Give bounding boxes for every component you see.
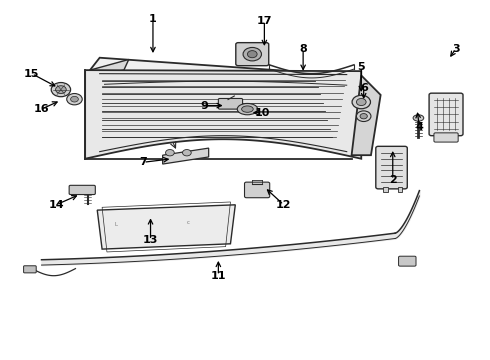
Text: 8: 8 — [299, 44, 307, 54]
Ellipse shape — [71, 96, 78, 102]
FancyBboxPatch shape — [236, 42, 269, 66]
Text: 16: 16 — [34, 104, 49, 114]
Text: 9: 9 — [200, 100, 208, 111]
Ellipse shape — [242, 106, 253, 112]
FancyBboxPatch shape — [376, 146, 407, 189]
FancyBboxPatch shape — [245, 182, 270, 198]
Text: 3: 3 — [452, 44, 460, 54]
Text: 4: 4 — [416, 122, 423, 132]
Polygon shape — [90, 58, 356, 88]
Text: 2: 2 — [389, 175, 396, 185]
Text: 14: 14 — [48, 200, 64, 210]
Ellipse shape — [182, 149, 191, 156]
Text: 13: 13 — [143, 235, 158, 245]
Ellipse shape — [356, 111, 371, 122]
Ellipse shape — [51, 82, 71, 97]
Ellipse shape — [356, 99, 366, 105]
FancyBboxPatch shape — [219, 99, 243, 109]
Text: 11: 11 — [211, 271, 226, 281]
Ellipse shape — [360, 113, 368, 119]
FancyBboxPatch shape — [69, 185, 96, 194]
Ellipse shape — [237, 103, 258, 115]
Text: 15: 15 — [24, 69, 40, 79]
Ellipse shape — [247, 51, 257, 58]
Text: 17: 17 — [257, 15, 272, 26]
Text: 12: 12 — [276, 200, 292, 210]
FancyBboxPatch shape — [429, 93, 463, 136]
Bar — [383, 187, 388, 192]
Text: 5: 5 — [357, 62, 365, 72]
Bar — [397, 187, 402, 192]
Text: 10: 10 — [254, 108, 270, 118]
Ellipse shape — [166, 149, 174, 156]
Polygon shape — [85, 59, 129, 77]
Ellipse shape — [243, 48, 262, 61]
Text: c: c — [187, 220, 190, 225]
Text: 6: 6 — [360, 83, 368, 93]
Ellipse shape — [352, 95, 370, 109]
Text: L: L — [114, 222, 117, 227]
FancyBboxPatch shape — [434, 133, 458, 142]
FancyBboxPatch shape — [24, 266, 36, 273]
Text: 7: 7 — [139, 157, 147, 167]
Ellipse shape — [413, 115, 424, 121]
Ellipse shape — [67, 94, 82, 105]
FancyBboxPatch shape — [398, 256, 416, 266]
Ellipse shape — [55, 86, 66, 94]
Polygon shape — [352, 76, 381, 155]
Polygon shape — [85, 70, 361, 159]
Polygon shape — [163, 148, 209, 164]
Polygon shape — [97, 205, 235, 249]
Text: 1: 1 — [149, 14, 157, 24]
